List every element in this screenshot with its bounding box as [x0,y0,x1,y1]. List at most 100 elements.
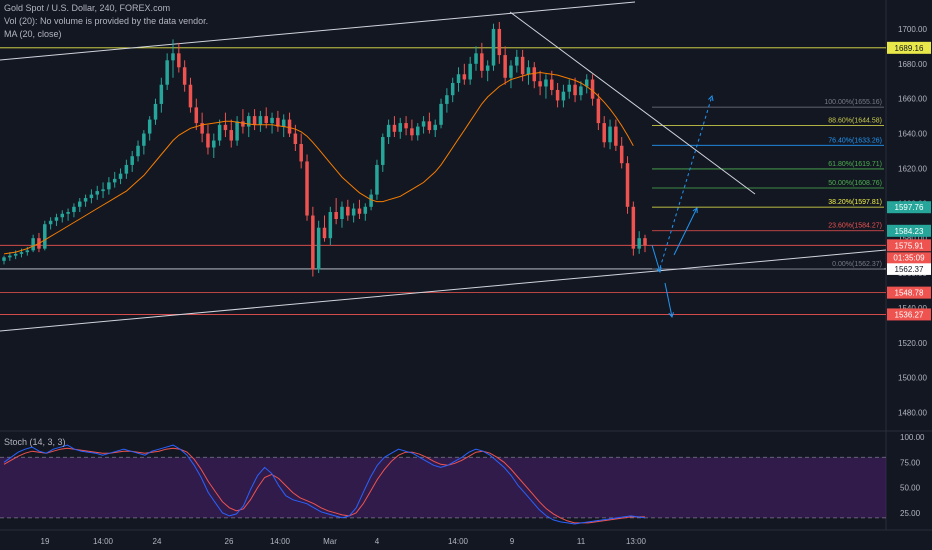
candle-body [159,84,164,104]
candle-body [450,82,455,96]
price-tick-label: 1480.00 [898,409,927,418]
time-axis[interactable]: 19 14:00 24 26 14:00 Mar 4 14:00 9 11 13:00 [41,537,647,546]
projection-arrows[interactable] [651,95,714,319]
candle-body [89,194,94,199]
candle-body [404,123,408,129]
candle-body [212,140,216,148]
fib-level-label: 100.00%(1655.16) [824,99,882,106]
arrow-down-2[interactable] [664,282,673,318]
candle-body [421,121,426,127]
candle-body [136,145,140,157]
candle-body [142,133,146,146]
price-label-badge [887,201,931,214]
stochastic-tick-label: 25.00 [900,509,921,518]
candle-body [322,227,327,239]
candle-body [8,255,12,258]
candle-body [206,133,210,148]
arrow-up[interactable] [673,207,698,256]
candle-body [631,206,636,249]
candlesticks [2,21,647,277]
trendlines[interactable] [0,1,887,332]
fib-level-label: 50.00%(1608.76) [828,180,882,187]
time-tick-label: 9 [510,537,515,546]
candle-body [177,53,181,68]
price-label-badge [887,224,931,237]
candle-body [25,250,30,253]
time-tick-label: 26 [225,537,234,546]
candle-body [13,253,18,256]
stochastic-pane: 25.00 50.00 75.00 100.00 [0,433,925,525]
candle-body [246,116,251,127]
candle-body [258,116,263,125]
candle-body [515,56,519,66]
candle-body [2,257,6,261]
candle-body [252,116,257,125]
stochastic-tick-label: 50.00 [900,484,921,493]
time-tick-label: 14:00 [93,537,114,546]
candle-body [398,123,403,132]
candle-body [369,194,373,207]
candle-body [130,156,134,165]
price-tick-label: 1500.00 [898,374,927,383]
candle-body [544,79,548,87]
time-tick-label: Mar [323,537,337,546]
candle-body [153,103,158,120]
grid [0,0,932,531]
candle-body [532,67,537,82]
candle-body [78,201,82,207]
candle-body [316,227,321,270]
upper-channel-trendline[interactable] [0,1,636,61]
price-label-text: 1536.27 [895,310,924,319]
candle-body [643,238,647,246]
candle-body [287,119,292,134]
arrow-up-dashed-head [708,95,714,101]
candle-body [410,128,414,136]
arrow-up-dashed[interactable] [659,95,713,269]
candle-body [433,124,437,131]
candle-body [72,206,76,213]
candle-body [235,121,239,141]
candle-body [503,55,507,78]
candle-body [381,137,385,165]
fibonacci-retracement[interactable]: 100.00%(1655.16) 88.60%(1644.58) 76.40%(16… [652,99,884,270]
candle-body [340,206,344,219]
candle-body [386,124,391,138]
price-tick-label: 1520.00 [898,339,927,348]
price-label-badge [887,239,931,252]
ma-indicator-label: MA (20, close) [4,29,62,39]
countdown-badge [887,252,931,264]
candle-body [614,126,618,146]
price-axis[interactable]: 1480.001500.001520.001540.001560.001580.… [887,25,931,418]
time-tick-label: 19 [41,537,50,546]
price-tick-label: 1680.00 [898,60,927,69]
candle-body [311,215,315,270]
candle-body [217,124,222,141]
price-label-text: 1562.37 [895,265,924,274]
candle-body [223,124,228,131]
candle-body [590,79,595,99]
candle-body [54,217,59,221]
time-tick-label: 11 [577,537,586,546]
candle-body [118,173,123,179]
candle-body [188,84,193,108]
candle-body [561,91,566,101]
time-tick-label: 14:00 [448,537,469,546]
candle-body [468,63,472,80]
candle-body [573,84,577,96]
candle-body [270,117,274,124]
price-label-text: 1548.78 [895,289,924,298]
candle-body [427,121,432,131]
arrow-down[interactable] [651,244,661,273]
candle-body [392,124,397,132]
countdown-text: 01:35:09 [893,253,925,262]
candle-body [485,65,490,71]
price-tick-label: 1580.00 [898,234,927,243]
descending-resistance-trendline[interactable] [509,11,756,195]
candle-body [101,189,105,192]
candle-body [328,212,333,239]
lower-channel-trendline[interactable] [0,249,887,332]
candle-body [602,123,606,143]
candle-body [579,86,583,96]
candle-body [550,79,554,90]
